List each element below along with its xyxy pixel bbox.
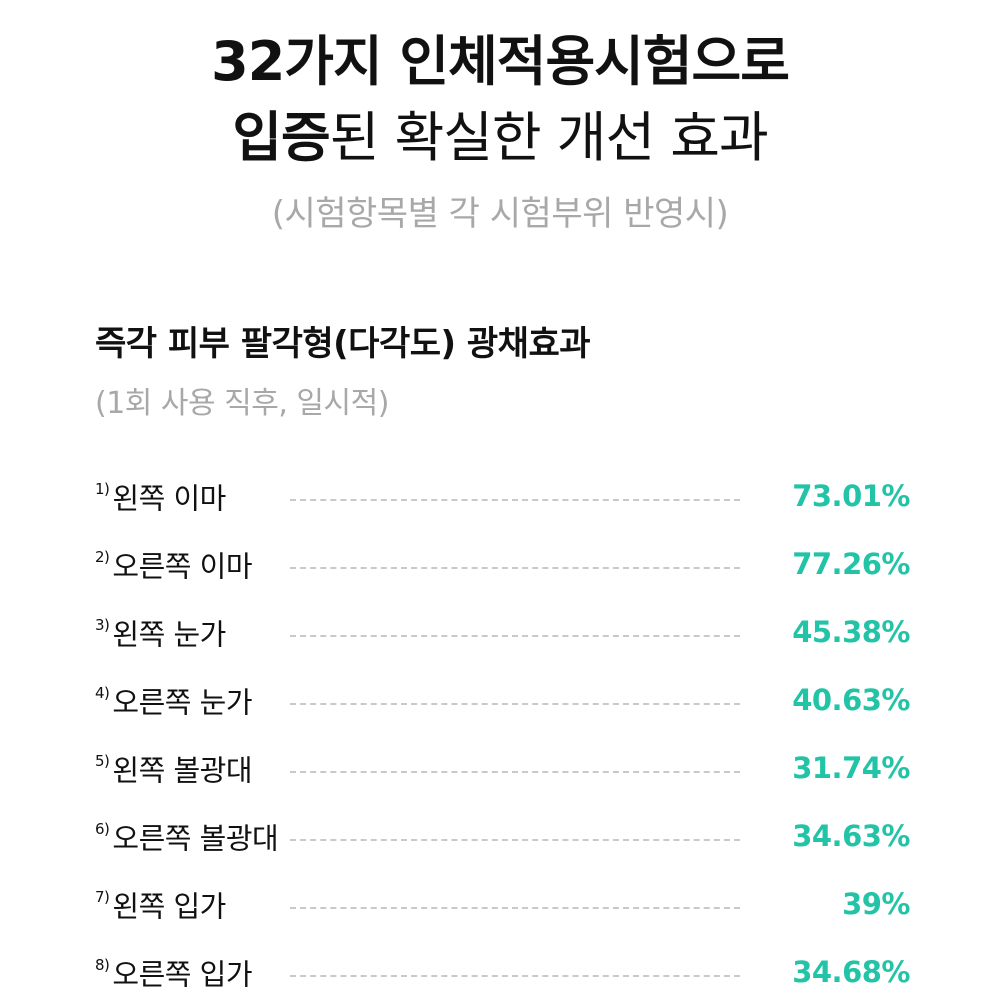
item-number: 7): [95, 888, 110, 907]
dotted-leader: [290, 703, 740, 705]
item-number: 1): [95, 480, 110, 499]
item-value: 39%: [842, 887, 910, 921]
dotted-leader: [290, 907, 740, 909]
dotted-leader: [290, 839, 740, 841]
item-label: 오른쪽 눈가: [112, 685, 253, 720]
item-value: 31.74%: [792, 751, 910, 785]
item-number: 5): [95, 752, 110, 771]
main-title-line-2: 입증된 확실한 개선 효과: [0, 108, 1000, 168]
item-label-wrap: 2) 오른쪽 이마: [95, 541, 290, 587]
item-value: 34.68%: [792, 955, 910, 989]
main-title-line-1: 32가지 인체적용시험으로: [211, 30, 790, 93]
item-value: 34.63%: [792, 819, 910, 853]
dotted-leader: [290, 499, 740, 501]
dotted-leader: [290, 975, 740, 977]
item-number: 8): [95, 956, 110, 975]
item-label: 오른쪽 입가: [112, 957, 253, 992]
item-number: 3): [95, 616, 110, 635]
item-value: 77.26%: [792, 547, 910, 581]
item-label: 왼쪽 볼광대: [112, 753, 253, 788]
dotted-leader: [290, 771, 740, 773]
item-value: 40.63%: [792, 683, 910, 717]
result-list: 1) 왼쪽 이마 73.01% 2) 오른쪽 이마 77.26% 3) 왼쪽 눈가 4…: [95, 462, 911, 1000]
list-item: 2) 오른쪽 이마 77.26%: [95, 530, 911, 598]
item-label-wrap: 4) 오른쪽 눈가: [95, 677, 290, 723]
item-label-wrap: 5) 왼쪽 볼광대: [95, 745, 290, 791]
item-number: 4): [95, 684, 110, 703]
list-item: 1) 왼쪽 이마 73.01%: [95, 462, 911, 530]
item-number: 6): [95, 820, 110, 839]
dotted-leader: [290, 635, 740, 637]
list-item: 3) 왼쪽 눈가 45.38%: [95, 598, 911, 666]
section-subtitle: (1회 사용 직후, 일시적): [95, 386, 389, 421]
list-item: 8) 오른쪽 입가 34.68%: [95, 938, 911, 1000]
item-value: 45.38%: [792, 615, 910, 649]
list-item: 4) 오른쪽 눈가 40.63%: [95, 666, 911, 734]
item-label-wrap: 7) 왼쪽 입가: [95, 881, 290, 927]
item-label: 왼쪽 입가: [112, 889, 226, 924]
list-item: 6) 오른쪽 볼광대 34.63%: [95, 802, 911, 870]
item-label: 오른쪽 이마: [112, 549, 253, 584]
main-title-rest: 된 확실한 개선 효과: [329, 106, 769, 169]
item-label: 왼쪽 눈가: [112, 617, 226, 652]
main-title-emphasis: 입증: [232, 106, 330, 169]
item-number: 2): [95, 548, 110, 567]
item-label-wrap: 1) 왼쪽 이마: [95, 473, 290, 519]
item-label: 왼쪽 이마: [112, 481, 226, 516]
list-item: 7) 왼쪽 입가 39%: [95, 870, 911, 938]
main-subtitle: (시험항목별 각 시험부위 반영시): [271, 194, 729, 234]
item-label-wrap: 3) 왼쪽 눈가: [95, 609, 290, 655]
item-label-wrap: 8) 오른쪽 입가: [95, 949, 290, 995]
list-item: 5) 왼쪽 볼광대 31.74%: [95, 734, 911, 802]
item-label: 오른쪽 볼광대: [112, 821, 279, 856]
dotted-leader: [290, 567, 740, 569]
item-label-wrap: 6) 오른쪽 볼광대: [95, 813, 290, 859]
item-value: 73.01%: [792, 479, 910, 513]
section-title: 즉각 피부 팔각형(다각도) 광채효과: [95, 324, 591, 364]
